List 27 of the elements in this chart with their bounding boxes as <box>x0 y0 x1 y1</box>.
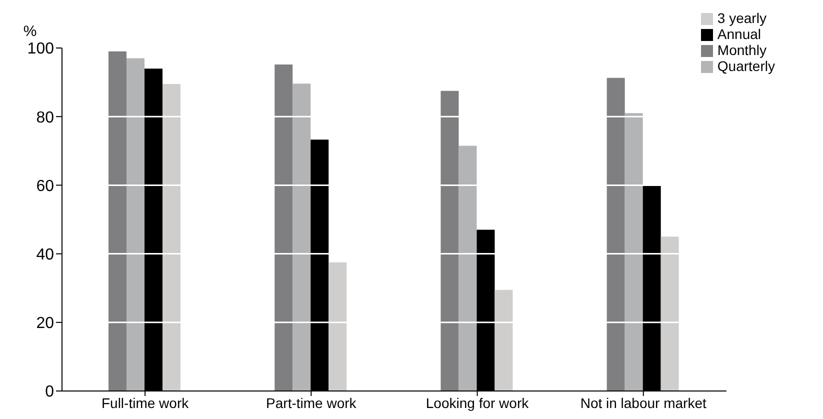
bar <box>606 78 625 391</box>
y-tick-label: 40 <box>36 246 54 264</box>
y-axis-title: % <box>23 23 37 40</box>
bar <box>624 113 643 391</box>
bar <box>494 290 513 391</box>
legend-label: Annual <box>717 26 762 42</box>
legend-label: 3 yearly <box>717 10 766 26</box>
bar <box>274 64 293 391</box>
x-tick-label: Full-time work <box>101 394 190 411</box>
y-tick-label: 100 <box>27 40 54 58</box>
legend-label: Quarterly <box>717 58 775 74</box>
legend-label: Monthly <box>717 42 766 58</box>
bar <box>162 84 181 391</box>
bar <box>440 90 459 391</box>
x-tick-label: Looking for work <box>426 394 530 411</box>
bar <box>328 262 347 391</box>
x-tick-label: Not in labour market <box>580 394 707 411</box>
y-tick-label: 20 <box>36 315 54 332</box>
bar <box>126 58 145 391</box>
bar <box>458 146 477 391</box>
y-tick-label: 60 <box>36 178 54 195</box>
bar <box>292 84 311 391</box>
bar <box>108 51 127 391</box>
y-tick-label: 0 <box>45 384 54 401</box>
y-tick-label: 80 <box>36 109 54 126</box>
bar <box>660 236 679 391</box>
x-tick-label: Part-time work <box>266 394 358 411</box>
